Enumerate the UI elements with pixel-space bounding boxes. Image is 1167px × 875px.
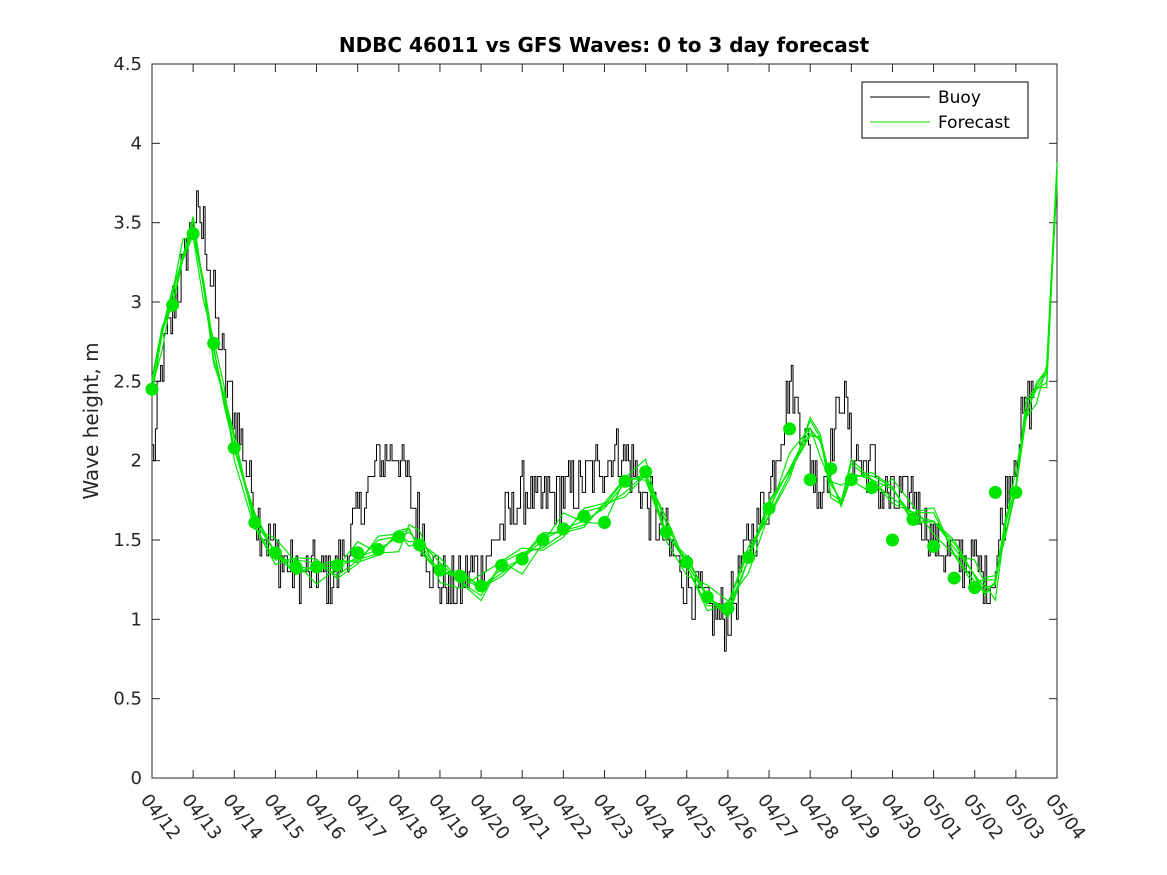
forecast-marker	[412, 538, 426, 552]
forecast-marker	[824, 462, 838, 476]
y-tick-label: 3	[131, 292, 142, 313]
forecast-marker	[474, 579, 488, 593]
y-tick-label: 0	[131, 768, 142, 789]
forecast-marker	[536, 533, 550, 547]
forecast-marker	[988, 485, 1002, 499]
forecast-marker	[268, 546, 282, 560]
forecast-marker	[392, 530, 406, 544]
forecast-marker	[248, 516, 262, 530]
y-tick-label: 1.5	[113, 530, 142, 551]
forecast-marker	[639, 465, 653, 479]
forecast-line	[151, 173, 1058, 612]
forecast-marker	[803, 473, 817, 487]
forecast-marker	[659, 525, 673, 539]
forecast-marker	[495, 558, 509, 572]
forecast-marker	[865, 481, 879, 495]
legend-box	[861, 81, 1029, 139]
forecast-marker	[371, 543, 385, 557]
y-axis-label: Wave height, m	[79, 342, 103, 499]
legend-forecast-label: Forecast	[938, 113, 1010, 133]
forecast-marker	[289, 560, 303, 574]
forecast-marker	[721, 601, 735, 615]
y-tick-label: 3.5	[113, 213, 142, 234]
forecast-marker	[947, 571, 961, 585]
forecast-marker	[906, 512, 920, 526]
forecast-marker	[310, 560, 324, 574]
forecast-marker	[741, 550, 755, 564]
forecast-marker	[1009, 485, 1023, 499]
forecast-marker	[166, 298, 180, 312]
y-tick-label: 2.5	[113, 371, 142, 392]
forecast-marker	[762, 501, 776, 515]
forecast-marker	[618, 474, 632, 488]
forecast-marker	[577, 509, 591, 523]
y-tick-label: 4	[131, 133, 142, 154]
y-tick-label: 4.5	[113, 54, 142, 75]
forecast-marker	[351, 546, 365, 560]
forecast-line	[151, 162, 1058, 602]
forecast-marker	[454, 569, 468, 583]
forecast-marker	[783, 422, 797, 436]
legend: Buoy Forecast	[861, 81, 1029, 139]
forecast-marker	[700, 590, 714, 604]
forecast-marker	[844, 473, 858, 487]
forecast-marker	[968, 581, 982, 595]
y-tick-label: 0.5	[113, 689, 142, 710]
y-tick-label: 1	[131, 609, 142, 630]
forecast-marker	[186, 227, 200, 241]
legend-buoy-label: Buoy	[938, 88, 981, 108]
forecast-marker	[885, 533, 899, 547]
y-tick-label: 2	[131, 451, 142, 472]
forecast-marker	[207, 336, 221, 350]
forecast-marker	[556, 522, 570, 536]
forecast-marker	[515, 552, 529, 566]
forecast-marker	[433, 563, 447, 577]
forecast-marker	[680, 555, 694, 569]
forecast-marker	[227, 441, 241, 455]
chart-title: NDBC 46011 vs GFS Waves: 0 to 3 day fore…	[339, 33, 870, 57]
forecast-marker	[598, 516, 611, 530]
forecast-marker	[330, 558, 344, 572]
forecast-marker	[145, 382, 159, 396]
forecast-marker	[927, 539, 941, 553]
